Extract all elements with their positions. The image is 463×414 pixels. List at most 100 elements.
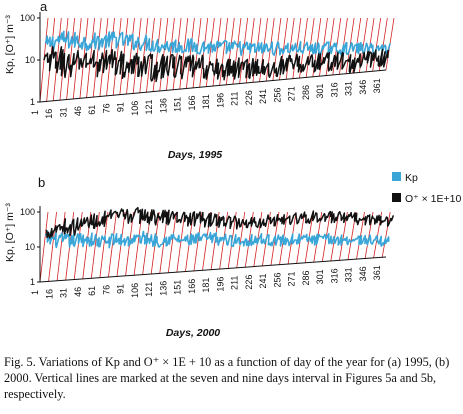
x-tick-label: 61 (87, 105, 97, 115)
x-tick-label: 196 (215, 277, 225, 292)
vertical-line (330, 211, 340, 262)
x-tick-label: 166 (187, 95, 197, 110)
x-tick-label: 271 (287, 271, 297, 286)
legend-label: Kp (405, 172, 418, 184)
x-tick-label: 16 (44, 109, 54, 119)
x-tick-label: 61 (87, 286, 97, 296)
y-axis-label: Kp, [O⁺] m⁻³ (4, 15, 16, 74)
x-tick-label: 181 (201, 278, 211, 293)
legend-label: O⁺ × 1E+10 (405, 193, 461, 205)
vertical-line (112, 17, 122, 96)
x-tick-label: 331 (344, 81, 354, 96)
x-axis-label: Days, 2000 (166, 327, 220, 339)
vertical-line (92, 17, 102, 98)
vertical-line (52, 17, 62, 101)
vertical-line (167, 211, 177, 273)
vertical-line (166, 17, 175, 91)
vertical-line (39, 211, 49, 283)
vertical-line (48, 211, 57, 282)
x-tick-label: 256 (272, 88, 282, 103)
x-tick-label: 361 (372, 78, 382, 93)
x-tick-label: 256 (272, 272, 282, 287)
series-line-oplus (43, 46, 389, 83)
y-axis-label: Kp, [O⁺] m⁻³ (4, 203, 16, 262)
y-tick-label: 1 (30, 97, 35, 107)
vertical-line (99, 211, 109, 278)
vertical-line (339, 211, 348, 261)
x-tick-label: 151 (173, 97, 183, 112)
vertical-line (159, 17, 169, 91)
x-tick-label: 1 (30, 110, 40, 115)
vertical-line (86, 17, 95, 98)
x-tick-label: 211 (230, 276, 240, 290)
x-tick-label: 346 (358, 80, 368, 95)
x-tick-label: 241 (258, 89, 268, 104)
series-line-kp (44, 230, 390, 249)
x-tick-label: 316 (329, 268, 339, 283)
x-tick-label: 16 (44, 289, 54, 299)
chart-panel-b: 1 10 100 1 16 31 46 61 76 91 106 121 136 151 166 181 196… (4, 175, 395, 339)
y-tick-label: 100 (20, 13, 35, 23)
x-tick-label: 316 (329, 82, 339, 97)
x-tick-label: 286 (301, 270, 311, 285)
x-tick-label: 211 (230, 92, 240, 106)
vertical-line (179, 17, 189, 90)
x-tick-label: 181 (201, 94, 211, 109)
x-tick-label: 301 (315, 269, 325, 284)
y-tick-label: 10 (25, 242, 35, 252)
vertical-line (381, 211, 391, 258)
vertical-line (152, 17, 162, 92)
vertical-line (133, 211, 143, 276)
x-tick-label: 286 (301, 85, 311, 100)
x-tick-label: 271 (287, 86, 297, 101)
x-tick-label: 121 (144, 282, 154, 297)
x-tick-label: 196 (215, 93, 225, 108)
x-tick-label: 166 (187, 279, 197, 294)
legend-swatch (392, 193, 401, 202)
vertical-line (66, 17, 76, 100)
x-tick-label: 46 (73, 287, 83, 297)
vertical-line (239, 17, 249, 84)
x-tick-label: 136 (158, 281, 168, 296)
x-tick-label: 346 (358, 266, 368, 281)
x-tick-label: 151 (173, 280, 183, 295)
legend: Kp O⁺ × 1E+10 (392, 172, 461, 205)
x-tick-label: 226 (244, 275, 254, 290)
x-tick-label: 331 (344, 267, 354, 282)
y-tick-label: 10 (25, 55, 35, 65)
x-axis (39, 256, 387, 283)
vertical-line (185, 17, 195, 89)
x-tick-label: 76 (101, 285, 111, 295)
series-line-kp (44, 30, 391, 57)
vertical-line (325, 17, 335, 76)
x-tick-label: 91 (116, 102, 126, 112)
vertical-line (219, 17, 229, 86)
legend-swatch (392, 172, 401, 181)
x-tick-label: 241 (258, 274, 268, 289)
x-axis-label: Days, 1995 (168, 149, 222, 161)
figure: 1 10 100 1 16 31 46 61 76 91 106 121 136 151 166 181 196… (4, 0, 461, 339)
vertical-line (285, 17, 295, 80)
vertical-line (108, 211, 117, 278)
vertical-line (172, 17, 182, 90)
x-tick-label: 136 (158, 98, 168, 113)
x-tick-label: 361 (372, 265, 382, 280)
panel-label: a (40, 0, 48, 14)
y-tick-label: 100 (20, 207, 35, 217)
vertical-line (356, 211, 365, 260)
x-tick-label: 31 (59, 107, 69, 117)
figure-caption: Fig. 5. Variations of Kp and O⁺ × 1E + 1… (4, 355, 450, 401)
chart-panel-a: 1 10 100 1 16 31 46 61 76 91 106 121 136 151 166 181 196… (4, 0, 395, 161)
vertical-line (176, 211, 186, 273)
vertical-line (199, 17, 209, 88)
y-tick-label: 1 (30, 277, 35, 287)
x-tick-label: 121 (144, 99, 154, 114)
x-tick-label: 301 (315, 84, 325, 99)
vertical-line (139, 17, 149, 93)
x-tick-label: 106 (130, 101, 140, 116)
x-tick-label: 46 (73, 106, 83, 116)
vertical-line (372, 17, 382, 72)
vertical-line (72, 17, 82, 99)
vertical-line (99, 17, 109, 97)
series-line-oplus (45, 206, 395, 239)
